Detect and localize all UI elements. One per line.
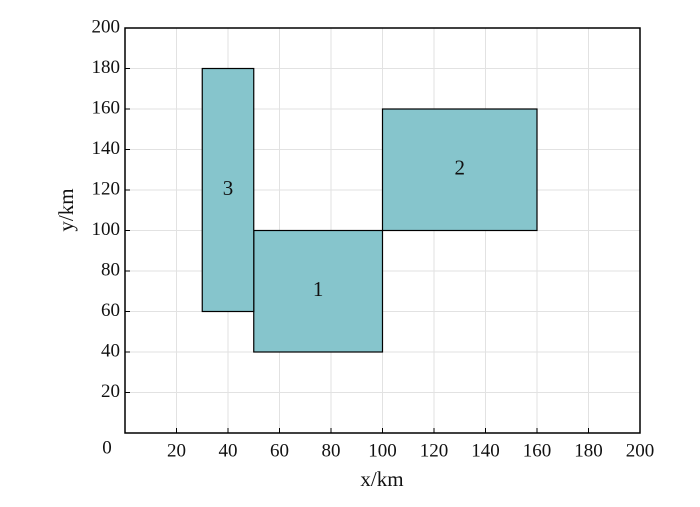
y-tick-label: 200 (92, 16, 121, 37)
y-tick-label: 60 (101, 300, 120, 321)
x-tick-label: 140 (471, 440, 500, 461)
x-tick-label: 180 (574, 440, 603, 461)
region (201, 67, 255, 313)
region-label: 3 (223, 176, 234, 200)
x-tick-label: 40 (219, 440, 238, 461)
y-tick-label: 80 (101, 259, 120, 280)
y-tick-label: 140 (92, 138, 121, 159)
y-tick-label: 100 (92, 219, 121, 240)
region-label: 2 (455, 156, 466, 180)
y-axis-label: y/km (54, 188, 78, 231)
y-tick-label: 180 (92, 57, 121, 78)
x-tick-label: 20 (167, 440, 186, 461)
x-tick-label: 160 (523, 440, 552, 461)
x-tick-label: 0 (102, 437, 112, 458)
region (253, 229, 384, 353)
y-tick-label: 40 (101, 340, 120, 361)
x-tick-label: 60 (270, 440, 289, 461)
x-tick-label: 100 (368, 440, 397, 461)
y-tick-label: 20 (101, 381, 120, 402)
x-axis-label: x/km (360, 467, 403, 491)
y-tick-label: 120 (92, 178, 121, 199)
x-tick-label: 200 (626, 440, 655, 461)
region-label: 1 (313, 277, 324, 301)
x-tick-label: 120 (420, 440, 449, 461)
x-tick-label: 80 (322, 440, 341, 461)
region (381, 108, 538, 232)
plot-frame (124, 27, 641, 434)
y-tick-label: 160 (92, 97, 121, 118)
